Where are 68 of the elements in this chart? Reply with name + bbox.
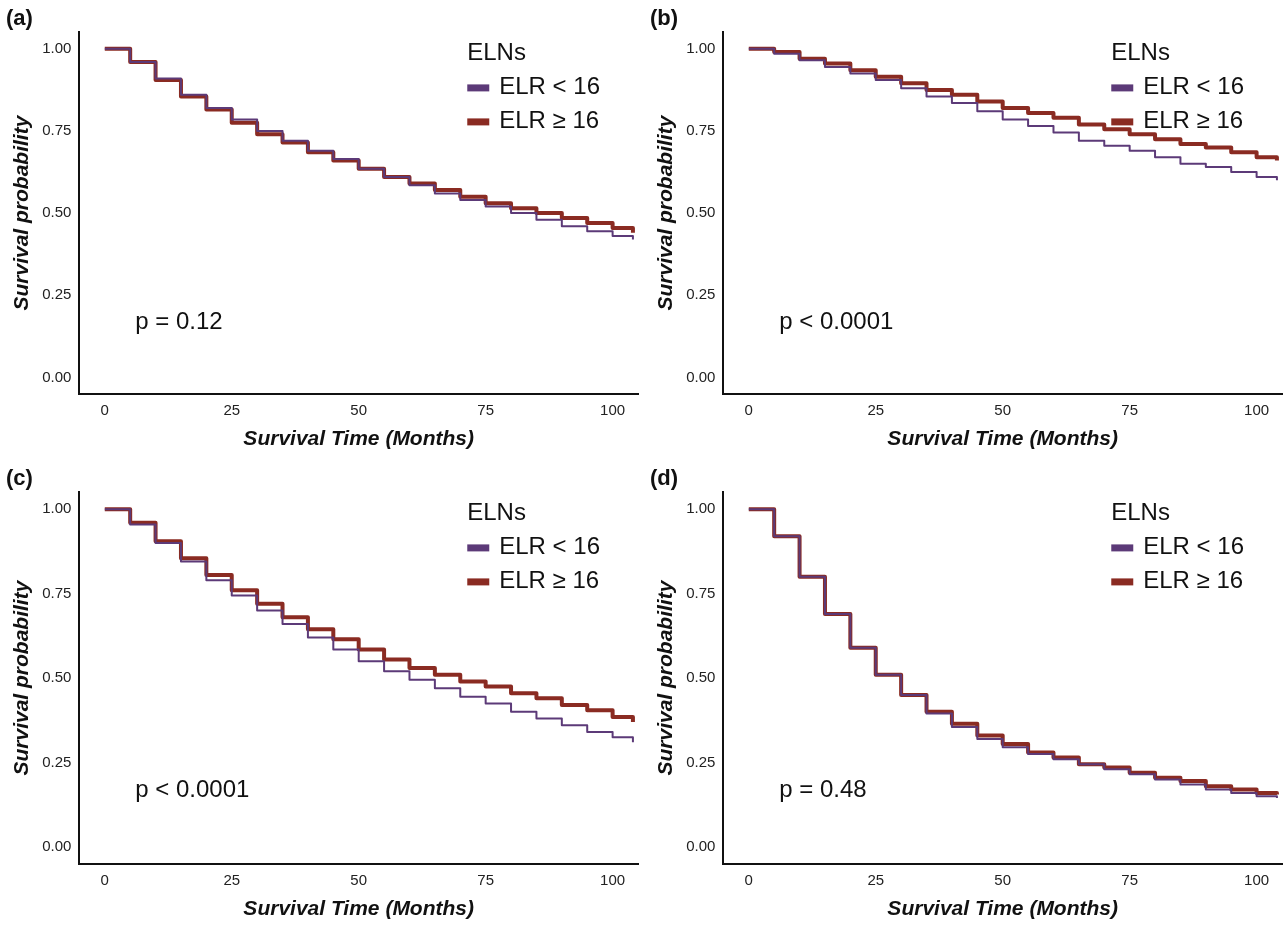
y-tick-label: 1.00 — [686, 38, 716, 56]
y-tick-label: 0.75 — [42, 121, 72, 139]
legend-title: ELNs — [467, 498, 526, 526]
x-tick-label: 75 — [477, 870, 494, 888]
annotation: p = 0.48 — [779, 774, 867, 802]
legend-label: ELR < 16 — [499, 72, 600, 100]
annotation: p < 0.0001 — [135, 774, 250, 802]
x-axis-title: Survival Time (Months) — [243, 426, 475, 450]
legend-label: ELR ≥ 16 — [499, 566, 600, 594]
legend-label: ELR ≥ 16 — [1143, 566, 1244, 594]
x-tick-label: 75 — [477, 400, 494, 418]
y-tick-label: 1.00 — [686, 499, 716, 517]
x-tick-label: 100 — [600, 400, 626, 418]
x-tick-label: 0 — [744, 870, 753, 888]
y-tick-label: 0.00 — [686, 367, 716, 385]
y-axis-title: Survival probability — [9, 114, 33, 311]
legend-label: ELR < 16 — [1143, 72, 1244, 100]
legend-label: ELR ≥ 16 — [499, 106, 600, 134]
legend-label: ELR < 16 — [499, 532, 600, 560]
x-tick-label: 25 — [223, 870, 241, 888]
y-tick-label: 0.25 — [42, 285, 72, 303]
y-tick-label: 0.25 — [42, 752, 72, 770]
x-tick-label: 0 — [100, 400, 109, 418]
y-tick-label: 0.00 — [42, 837, 72, 855]
legend-label: ELR < 16 — [1143, 532, 1244, 560]
legend-label: ELR ≥ 16 — [1143, 106, 1244, 134]
x-tick-label: 0 — [100, 870, 109, 888]
x-axis-title: Survival Time (Months) — [243, 896, 475, 920]
annotation: p = 0.12 — [135, 306, 223, 334]
y-tick-label: 0.25 — [686, 285, 716, 303]
y-tick-label: 0.50 — [42, 668, 72, 686]
x-tick-label: 75 — [1121, 400, 1138, 418]
x-tick-label: 25 — [223, 400, 241, 418]
y-tick-label: 0.75 — [42, 583, 72, 601]
chart-title: (a) — [6, 5, 33, 31]
x-axis-title: Survival Time (Months) — [887, 896, 1119, 920]
y-tick-label: 0.50 — [686, 668, 716, 686]
x-tick-label: 25 — [867, 400, 885, 418]
x-axis-title: Survival Time (Months) — [887, 426, 1119, 450]
legend-title: ELNs — [1111, 498, 1170, 526]
x-tick-label: 100 — [600, 870, 626, 888]
y-axis-title: Survival probability — [653, 114, 677, 311]
chart-title: (b) — [650, 5, 679, 31]
y-tick-label: 0.75 — [686, 583, 716, 601]
legend-title: ELNs — [1111, 38, 1170, 66]
chart-title: (d) — [650, 465, 679, 491]
y-tick-label: 0.75 — [686, 121, 716, 139]
chart-title: (c) — [6, 465, 33, 491]
x-tick-label: 50 — [350, 870, 368, 888]
x-tick-label: 0 — [744, 400, 753, 418]
x-tick-label: 75 — [1121, 870, 1138, 888]
y-tick-label: 0.50 — [42, 203, 72, 221]
x-tick-label: 50 — [994, 870, 1012, 888]
y-tick-label: 0.25 — [686, 752, 716, 770]
y-tick-label: 0.50 — [686, 203, 716, 221]
x-tick-label: 100 — [1244, 870, 1270, 888]
y-tick-label: 0.00 — [686, 837, 716, 855]
legend-title: ELNs — [467, 38, 526, 66]
x-tick-label: 50 — [994, 400, 1012, 418]
y-tick-label: 1.00 — [42, 499, 72, 517]
x-tick-label: 25 — [867, 870, 885, 888]
y-axis-title: Survival probability — [653, 579, 677, 776]
y-tick-label: 1.00 — [42, 38, 72, 56]
y-axis-title: Survival probability — [9, 579, 33, 776]
annotation: p < 0.0001 — [779, 306, 894, 334]
y-tick-label: 0.00 — [42, 367, 72, 385]
x-tick-label: 50 — [350, 400, 368, 418]
x-tick-label: 100 — [1244, 400, 1270, 418]
